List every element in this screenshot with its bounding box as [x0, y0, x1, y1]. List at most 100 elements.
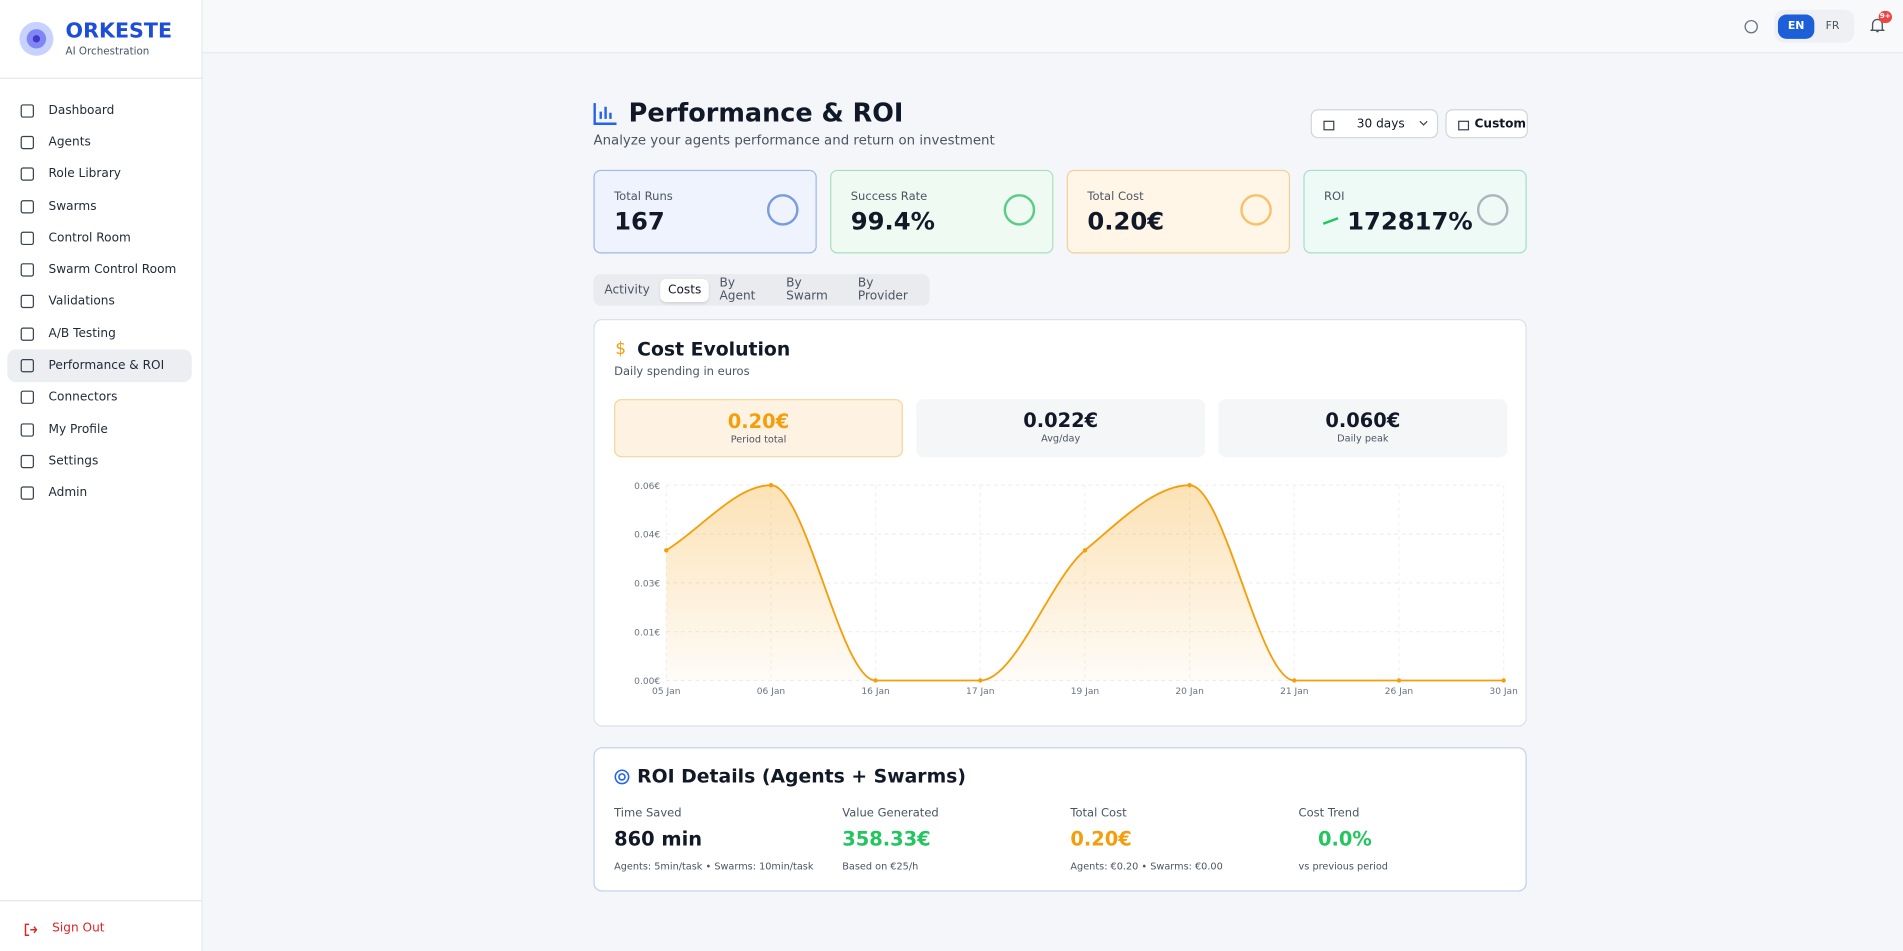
divider — [0, 77, 202, 79]
summary-card: 0.022€ Avg/day — [916, 399, 1206, 458]
roi-title: ROI Details (Agents + Swarms) — [637, 765, 966, 788]
roi-label: Time Saved — [614, 806, 682, 820]
stat-card: Success Rate 99.4% — [830, 169, 1054, 254]
brand-tagline: AI Orchestration — [65, 46, 150, 59]
y-tick-label: 0.01€ — [634, 628, 660, 638]
x-tick-label: 19 Jan — [1071, 687, 1099, 697]
nav-item[interactable]: Connectors — [7, 382, 191, 414]
help-icon[interactable] — [1744, 19, 1759, 34]
roi-note: Agents: €0.20 • Swarms: €0.00 — [1070, 861, 1223, 873]
roi-label: Total Cost — [1070, 806, 1127, 820]
summary-card: 0.20€ Period total — [614, 399, 903, 458]
nav-item[interactable]: Validations — [7, 286, 191, 318]
roi-label: Value Generated — [842, 806, 939, 820]
area — [666, 485, 1504, 681]
title-icon — [593, 103, 617, 125]
x-tick-label: 06 Jan — [757, 687, 785, 697]
sign-out[interactable]: Sign Out — [52, 921, 105, 936]
divider — [0, 900, 202, 902]
summary-label: Avg/day — [1041, 433, 1081, 444]
summary-value: 0.20€ — [727, 409, 790, 434]
nav-item[interactable]: Control Room — [7, 222, 191, 254]
chevron-icon — [1419, 120, 1428, 126]
point — [768, 483, 774, 488]
stat-label: Success Rate — [850, 190, 928, 204]
stat-label: Total Cost — [1087, 190, 1144, 204]
x-tick-label: 30 Jan — [1489, 687, 1517, 697]
nav-item[interactable]: Agents — [7, 127, 191, 159]
topbar: EN FR 9+ — [202, 0, 1903, 54]
nav-item[interactable]: Dashboard — [7, 95, 191, 127]
stat-value: 167 — [614, 206, 665, 236]
nav-item[interactable]: Admin — [7, 477, 191, 509]
y-tick-label: 0.03€ — [634, 579, 660, 589]
point — [1082, 548, 1088, 553]
roi-note: Based on €25/h — [842, 861, 919, 873]
roi-item: Total Cost 0.20€ Agents: €0.20 • Swarms: €… — [1070, 807, 1288, 873]
point — [664, 548, 669, 553]
nav-item[interactable]: Settings — [7, 445, 191, 477]
calendar-icon — [1458, 120, 1470, 131]
nav: Dashboard Agents Role Library Swarms Control… — [7, 95, 192, 510]
y-tick-label: 0.04€ — [634, 531, 660, 541]
roi-item: Value Generated 358.33€ Based on €25/h — [842, 807, 1060, 873]
roi-value: 0.20€ — [1070, 827, 1132, 851]
roi-item: Time Saved 860 min Agents: 5min/task • Swa… — [614, 807, 832, 873]
cost-chart: 0.00€ 0.01€ 0.03€ 0.04€ 0.06€ 05 Jan 06 Jan 16 … — [634, 482, 1518, 697]
y-tick-label: 0.06€ — [634, 482, 660, 492]
x-tick-label: 17 Jan — [966, 687, 994, 697]
x-tick-label: 21 Jan — [1280, 687, 1308, 697]
summary-label: Daily peak — [1337, 433, 1389, 444]
point — [1396, 678, 1402, 683]
tab[interactable]: Activity — [604, 283, 650, 297]
roi-note: Agents: 5min/task • Swarms: 10min/task — [614, 861, 814, 873]
nav-item[interactable]: Swarm Control Room — [7, 254, 191, 286]
roi-value: 358.33€ — [842, 827, 931, 851]
stat-card: Total Runs 167 — [593, 169, 817, 254]
point — [873, 678, 878, 683]
logo — [19, 21, 54, 56]
stat-card: Total Cost 0.20€ — [1066, 169, 1291, 254]
point — [1501, 678, 1506, 683]
target-icon — [614, 769, 630, 785]
x-tick-label: 26 Jan — [1385, 687, 1413, 697]
tab[interactable]: Costs — [660, 278, 709, 302]
point — [978, 678, 983, 683]
roi-label: Cost Trend — [1298, 806, 1360, 820]
range-select[interactable]: 30 days — [1310, 109, 1439, 139]
stat-value: 0.20€ — [1087, 206, 1165, 236]
x-tick-label: 05 Jan — [652, 687, 680, 697]
tab[interactable]: By Agent — [719, 276, 756, 304]
stat-value: 99.4% — [850, 206, 935, 236]
roi-value: 860 min — [614, 827, 703, 851]
tabs: Activity Costs By Agent By Swarm By Provider — [593, 274, 930, 306]
sidebar: ORKESTE AI Orchestration Dashboard Agents… — [0, 0, 203, 951]
x-tick-label: 20 Jan — [1175, 687, 1203, 697]
stat-icon — [1003, 194, 1036, 226]
tab[interactable]: By Provider — [857, 276, 908, 304]
nav-item[interactable]: Role Library — [7, 158, 191, 190]
stat-label: ROI — [1324, 190, 1345, 204]
custom-button[interactable]: Custom — [1445, 109, 1528, 139]
point — [1187, 483, 1192, 488]
nav-item[interactable]: My Profile — [7, 414, 191, 446]
lang-switch: EN FR — [1774, 9, 1855, 43]
nav-item[interactable]: Swarms — [7, 190, 191, 222]
nav-item[interactable]: Performance & ROI — [7, 349, 192, 382]
page-title: Performance & ROI — [628, 98, 904, 128]
brand-name: ORKESTE — [65, 19, 173, 44]
roi-value: 0.0% — [1317, 827, 1372, 851]
point — [1292, 678, 1297, 683]
tab[interactable]: By Swarm — [786, 276, 828, 304]
custom-label: Custom — [1474, 117, 1527, 131]
lang-en[interactable]: EN — [1777, 13, 1815, 39]
nav-item[interactable]: A/B Testing — [7, 318, 191, 350]
x-tick-label: 16 Jan — [861, 687, 889, 697]
lang-fr[interactable]: FR — [1825, 20, 1840, 33]
stat-label: Total Runs — [614, 190, 673, 204]
y-tick-label: 0.00€ — [634, 677, 660, 687]
stat-icon — [766, 194, 799, 226]
sign-out-icon — [24, 923, 38, 936]
